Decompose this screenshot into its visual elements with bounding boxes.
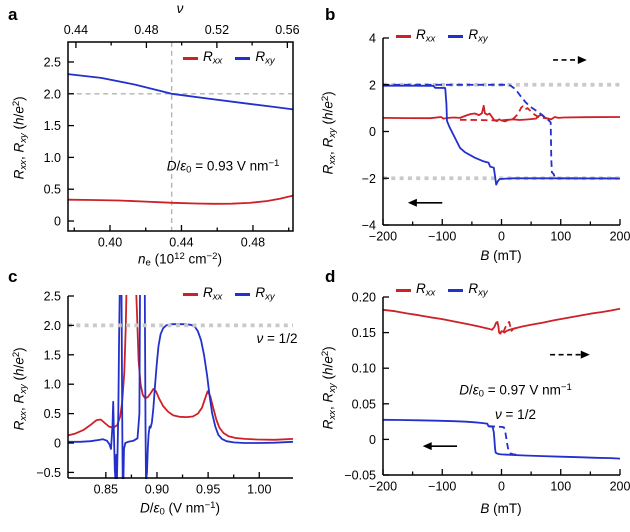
svg-text:0: 0: [369, 433, 376, 447]
svg-text:100: 100: [550, 230, 571, 244]
panel-c-annotation: ν = 1/2: [256, 331, 298, 346]
legend-item-rxx: Rxx: [396, 26, 435, 47]
panel-a-top-axis-title: ν: [176, 1, 184, 16]
svg-text:2.5: 2.5: [44, 290, 61, 304]
legend-panel-a: Rxx Rxy: [183, 48, 275, 69]
svg-text:0.20: 0.20: [352, 291, 376, 305]
panel-b-y-axis-title: Rxx, Rxy (h/e2): [320, 91, 338, 175]
panel-c-y-axis-title: Rxx, Rxy (h/e2): [11, 347, 29, 431]
svg-text:2.0: 2.0: [44, 87, 61, 101]
svg-text:0.44: 0.44: [64, 23, 88, 37]
svg-text:−200: −200: [369, 480, 397, 494]
svg-text:2.5: 2.5: [44, 55, 61, 69]
legend-rxy-label: Rxy: [468, 281, 488, 299]
svg-text:0.44: 0.44: [169, 236, 193, 250]
svg-text:200: 200: [610, 480, 630, 494]
legend-rxy-label: Rxy: [255, 285, 275, 303]
legend-rxx-label: Rxx: [416, 27, 436, 45]
panel-b-plot: −200 −100 0 100 200 −4 −2 0 2 4: [362, 32, 630, 244]
svg-text:1.0: 1.0: [44, 378, 61, 392]
legend-item-rxx: Rxx: [183, 48, 222, 69]
svg-text:0.5: 0.5: [44, 183, 61, 197]
svg-text:1.00: 1.00: [247, 483, 271, 497]
rxy-color-dash: [448, 35, 464, 38]
legend-panel-b: Rxx Rxy: [396, 26, 488, 47]
rxy-color-dash: [448, 289, 464, 292]
svg-text:0.90: 0.90: [145, 483, 169, 497]
svg-text:0: 0: [54, 215, 61, 229]
panel-a-plot: 0.40 0.44 0.48 0 0.5 1.0 1.5 2.0 2.5 0.44 0.48 0.52…: [44, 23, 300, 250]
svg-text:0.56: 0.56: [275, 23, 299, 37]
svg-text:0.85: 0.85: [94, 483, 118, 497]
svg-text:−2: −2: [362, 172, 376, 186]
rxx-color-dash: [183, 57, 198, 60]
svg-text:−200: −200: [369, 230, 397, 244]
svg-text:0.15: 0.15: [352, 326, 376, 340]
legend-rxx-label: Rxx: [203, 49, 223, 67]
panel-d-y-axis-title: Rxx, Rxy (h/e2): [320, 346, 338, 430]
svg-text:0.48: 0.48: [134, 23, 158, 37]
legend-rxx-label: Rxx: [203, 285, 223, 303]
panel-b-x-axis-title: B (mT): [480, 248, 522, 263]
svg-text:0: 0: [54, 437, 61, 451]
legend-rxy-label: Rxy: [468, 27, 488, 45]
rxy-color-dash: [235, 57, 251, 60]
panel-d-annotation: D/ε0 = 0.97 V nm−1 ν = 1/2: [438, 378, 593, 425]
svg-text:0.5: 0.5: [44, 407, 61, 421]
panel-c-x-axis-title: D/ε0 (V nm−1): [140, 500, 220, 518]
svg-text:0: 0: [498, 230, 505, 244]
panel-a-annotation: D/ε0 = 0.93 V nm−1: [166, 158, 280, 176]
legend-item-rxx: Rxx: [183, 284, 222, 305]
svg-text:0: 0: [498, 480, 505, 494]
panel-a-x-axis-title: ne (1012 cm−2): [138, 251, 222, 269]
svg-text:1.5: 1.5: [44, 348, 61, 362]
svg-text:100: 100: [550, 480, 571, 494]
legend-item-rxx: Rxx: [396, 280, 435, 301]
svg-text:0.52: 0.52: [205, 23, 229, 37]
svg-text:200: 200: [610, 230, 630, 244]
legend-panel-d: Rxx Rxy: [396, 280, 488, 301]
rxy-color-dash: [235, 293, 251, 296]
legend-item-rxy: Rxy: [448, 26, 488, 47]
svg-text:−100: −100: [428, 230, 456, 244]
panel-d-plot: −200 −100 0 100 200 −0.05 0 0.05 0.10 0.15 0.20: [344, 291, 630, 494]
rxx-color-dash: [183, 293, 198, 296]
svg-text:−4: −4: [362, 219, 376, 233]
panel-a-y-axis-title: Rxx, Rxy (h/e2): [11, 96, 29, 180]
legend-rxy-label: Rxy: [255, 49, 275, 67]
svg-text:1.5: 1.5: [44, 119, 61, 133]
legend-item-rxy: Rxy: [235, 48, 275, 69]
panel-d-annotation-line2: ν = 1/2: [495, 406, 536, 422]
svg-text:4: 4: [369, 32, 376, 46]
svg-text:0.10: 0.10: [352, 362, 376, 376]
legend-rxx-label: Rxx: [416, 281, 436, 299]
svg-text:0.05: 0.05: [352, 397, 376, 411]
svg-text:1.0: 1.0: [44, 151, 61, 165]
panel-a-label: a: [8, 5, 18, 24]
svg-text:−100: −100: [428, 480, 456, 494]
panel-b-label: b: [325, 5, 336, 24]
svg-text:0.48: 0.48: [241, 236, 265, 250]
svg-text:0: 0: [369, 125, 376, 139]
svg-text:2: 2: [369, 78, 376, 92]
svg-text:−0.5: −0.5: [36, 466, 61, 480]
panel-c-label: c: [8, 267, 18, 286]
svg-text:2.0: 2.0: [44, 319, 61, 333]
panel-d-x-axis-title: B (mT): [480, 501, 522, 516]
panel-d-label: d: [325, 267, 336, 286]
legend-panel-c: Rxx Rxy: [183, 284, 275, 305]
svg-text:0.95: 0.95: [196, 483, 220, 497]
legend-item-rxy: Rxy: [448, 280, 488, 301]
svg-text:0.40: 0.40: [98, 236, 122, 250]
rxx-color-dash: [396, 289, 411, 292]
svg-text:−0.05: −0.05: [344, 469, 376, 483]
panel-d-annotation-line1: D/ε0 = 0.97 V nm−1: [459, 382, 572, 400]
panel-c-plot: 0.85 0.90 0.95 1.00 −0.5 0 0.5 1.0 1.5 2.0 2.5: [36, 290, 294, 497]
rxx-color-dash: [396, 35, 411, 38]
legend-item-rxy: Rxy: [235, 284, 275, 305]
